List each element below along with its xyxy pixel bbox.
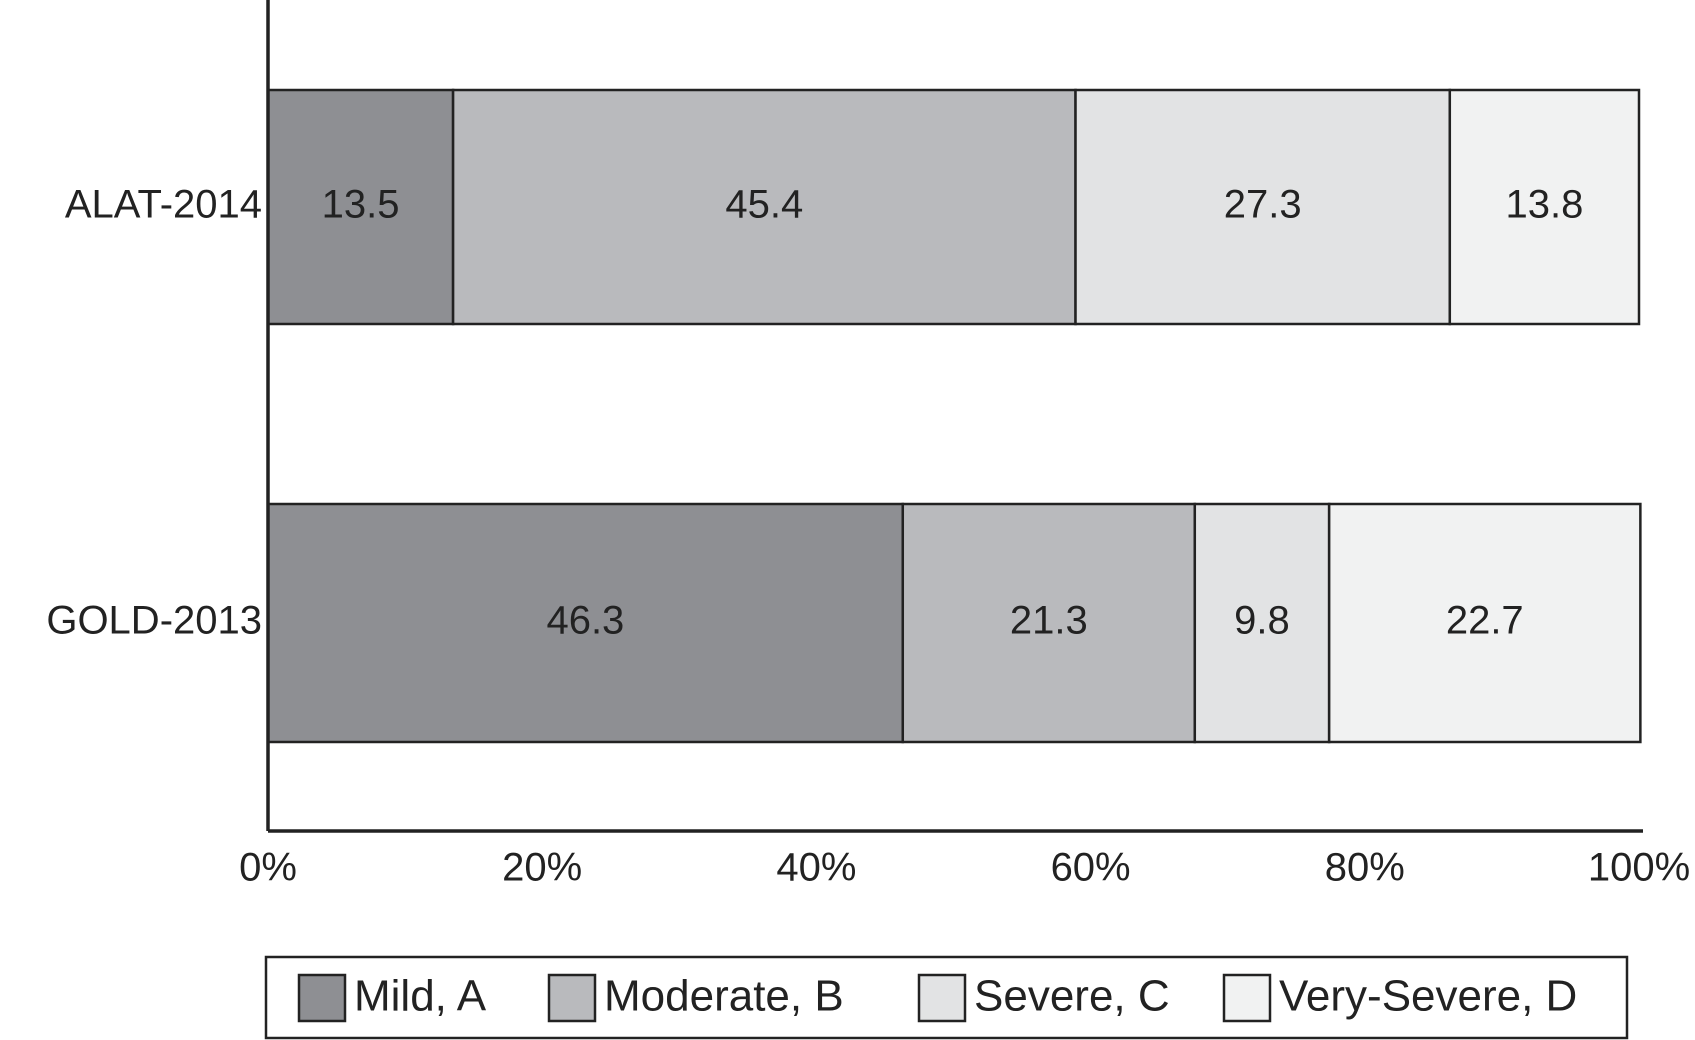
bar-segment: [1074, 88, 1452, 326]
data-label: 45.4: [725, 183, 803, 227]
y-tick-label: ALAT-2014: [65, 183, 262, 227]
x-tick-label: 40%: [776, 846, 856, 890]
bar-segment: [1448, 88, 1641, 326]
legend-swatch: [917, 973, 967, 1023]
bar-segment: [1193, 502, 1331, 744]
legend-label: Moderate, B: [604, 972, 844, 1021]
bar-segment: [451, 88, 1077, 326]
x-tick-label: 60%: [1051, 846, 1131, 890]
legend-swatch: [297, 973, 347, 1023]
legend-label: Severe, C: [974, 972, 1170, 1021]
data-label: 22.7: [1446, 599, 1524, 643]
x-tick-label: 20%: [502, 846, 582, 890]
y-tick-label: GOLD-2013: [46, 599, 262, 643]
data-label: 46.3: [546, 599, 624, 643]
bar-segment: [901, 502, 1197, 744]
bar-segment: [266, 502, 905, 744]
x-tick-label: 80%: [1325, 846, 1405, 890]
data-label: 27.3: [1224, 183, 1302, 227]
bar-segment: [266, 88, 455, 326]
bar-segment: [1327, 502, 1642, 744]
x-tick-label: 0%: [239, 846, 297, 890]
x-tick-label: 100%: [1588, 846, 1690, 890]
data-label: 13.8: [1505, 183, 1583, 227]
legend-label: Mild, A: [354, 972, 487, 1021]
data-label: 9.8: [1234, 599, 1290, 643]
legend-swatch: [1222, 973, 1272, 1023]
legend-box: [264, 955, 1629, 1040]
legend-label: Very-Severe, D: [1279, 972, 1577, 1021]
data-label: 13.5: [322, 183, 400, 227]
data-label: 21.3: [1010, 599, 1088, 643]
legend-swatch: [547, 973, 597, 1023]
